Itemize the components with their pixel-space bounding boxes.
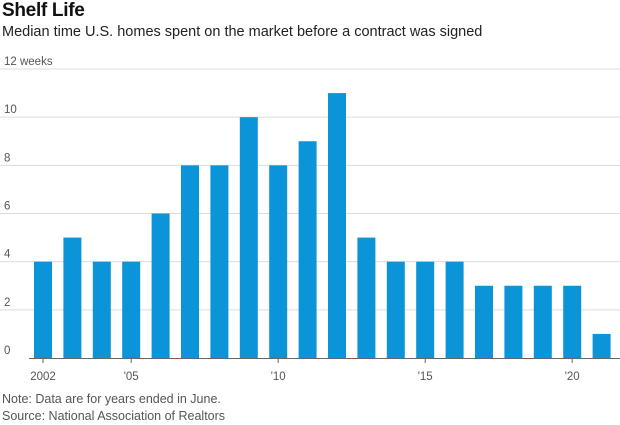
chart-title: Shelf Life [2,0,85,21]
x-tick-label: '20 [565,371,580,383]
bar-2019 [533,285,552,358]
bar-2007 [181,165,199,358]
bar-2013 [357,237,376,358]
y-tick-label: 10 [4,104,17,116]
x-tick-label: '05 [124,371,139,383]
bar-2016 [445,261,464,358]
bar-2005 [122,261,141,358]
bar-2017 [475,285,493,358]
source-line: Source: National Association of Realtors [2,409,226,423]
bar-2020 [563,285,582,358]
bar-2011 [298,141,317,358]
y-tick-label: 6 [4,201,10,213]
bar-2008 [210,165,229,358]
bar-2021 [592,333,611,358]
bar-2012 [328,93,346,359]
x-axis [29,358,620,363]
bar-2018 [504,285,523,358]
bars [34,93,611,359]
bar-chart: 0 2 4 6 8 10 12 weeks 2002 '05 '10 '15 '20 [0,56,620,383]
y-tick-labels: 0 2 4 6 8 10 12 weeks [4,56,53,357]
y-tick-label: 0 [4,345,10,357]
bar-2014 [386,261,405,358]
bar-2006 [151,213,170,358]
chart-subtitle: Median time U.S. homes spent on the mark… [2,24,483,40]
bar-2015 [416,261,435,358]
x-tick-label: '10 [271,371,286,383]
footnote: Note: Data are for years ended in June. [2,392,221,406]
bar-2004 [92,261,111,358]
y-tick-label: 8 [4,152,10,164]
x-tick-label: '15 [418,371,433,383]
y-tick-label: 2 [4,297,10,309]
bar-2009 [239,117,258,359]
y-tick-label: 12 weeks [4,56,53,68]
bar-2002 [34,261,52,358]
x-tick-labels: 2002 '05 '10 '15 '20 [30,371,579,383]
bar-2010 [269,165,288,358]
x-tick-label: 2002 [30,371,56,383]
y-tick-label: 4 [4,249,11,261]
bar-2003 [63,237,82,358]
